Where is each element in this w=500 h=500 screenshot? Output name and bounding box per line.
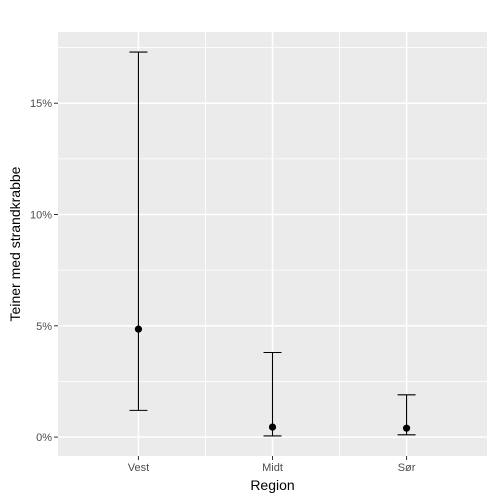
point-estimate [402,424,411,432]
y-axis: 0% 5% 10% 15% [30,98,58,444]
y-tick-label: 0% [36,432,52,444]
x-tick-label: Midt [262,462,283,474]
y-tick-label: 15% [30,98,52,110]
point-estimate [268,423,277,431]
error-bars [129,51,416,437]
point-estimate [134,325,143,333]
x-tick-label: Sør [398,462,416,474]
y-axis-title: Teiner med strandkrabbe [7,166,23,321]
x-tick-label: Vest [128,462,149,474]
x-axis-title: Region [250,477,294,493]
y-tick-label: 5% [36,321,52,333]
x-axis: Vest Midt Sør [128,456,416,474]
y-tick-label: 10% [30,210,52,222]
